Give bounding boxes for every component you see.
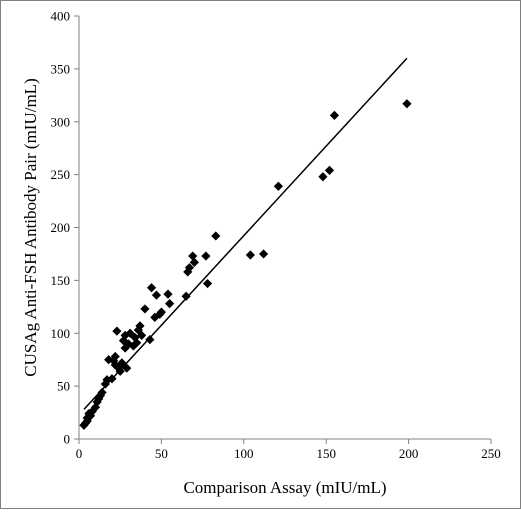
data-point: [150, 312, 160, 322]
data-point: [107, 374, 117, 384]
data-point: [97, 387, 107, 398]
data-point: [402, 99, 412, 109]
data-point: [100, 379, 110, 389]
data-point: [115, 366, 125, 376]
y-axis-title: CUSAg Anti-FSH Antibody Pair (mIU/mL): [21, 78, 40, 376]
data-point: [324, 165, 335, 175]
y-tick-label: 0: [64, 432, 71, 447]
data-point: [145, 334, 155, 345]
x-tick-label: 100: [234, 446, 254, 461]
y-tick-label: 50: [57, 379, 70, 394]
trendline: [83, 57, 408, 410]
data-point: [211, 231, 221, 241]
data-point: [113, 363, 124, 373]
data-point: [110, 351, 120, 362]
data-point: [151, 290, 162, 300]
x-tick-label: 50: [155, 446, 168, 461]
y-tick-label: 400: [51, 9, 71, 24]
data-point: [163, 289, 173, 299]
data-point: [184, 263, 195, 273]
data-point: [102, 375, 112, 385]
data-point: [202, 278, 213, 289]
data-point: [146, 283, 157, 293]
data-point: [188, 251, 198, 261]
data-point: [118, 336, 129, 346]
data-point: [117, 358, 127, 368]
data-point: [140, 304, 150, 314]
tick-labels: 0 50 100 150 200 250 0 50 100 150 200 250 300 350 400: [51, 9, 501, 462]
data-point: [183, 267, 193, 277]
y-tick-label: 200: [51, 220, 71, 235]
x-axis-title: Comparison Assay (mIU/mL): [183, 478, 386, 497]
y-tick-label: 150: [51, 273, 71, 288]
y-tick-label: 250: [51, 167, 71, 182]
y-tick-label: 100: [51, 326, 71, 341]
x-tick-label: 0: [76, 446, 83, 461]
x-tick-label: 150: [316, 446, 336, 461]
data-point: [135, 321, 145, 331]
axes: [78, 16, 491, 440]
data-point: [329, 110, 340, 121]
data-point: [156, 307, 166, 317]
data-point: [110, 360, 120, 370]
data-point: [245, 250, 255, 260]
y-tick-label: 300: [51, 114, 71, 129]
data-point: [273, 181, 284, 191]
x-tick-label: 250: [481, 446, 501, 461]
data-point: [82, 413, 92, 423]
data-point: [189, 257, 199, 267]
data-point: [201, 251, 211, 261]
data-points: [79, 99, 412, 430]
data-point: [122, 363, 132, 373]
data-point: [318, 172, 328, 182]
data-point: [90, 402, 101, 412]
data-point: [137, 330, 147, 340]
data-point: [132, 338, 142, 348]
tick-marks: [74, 15, 492, 444]
data-point: [112, 326, 122, 336]
data-point: [181, 291, 191, 301]
data-point: [258, 249, 269, 259]
x-tick-label: 200: [399, 446, 419, 461]
data-point: [165, 299, 175, 309]
y-tick-label: 350: [51, 61, 71, 76]
